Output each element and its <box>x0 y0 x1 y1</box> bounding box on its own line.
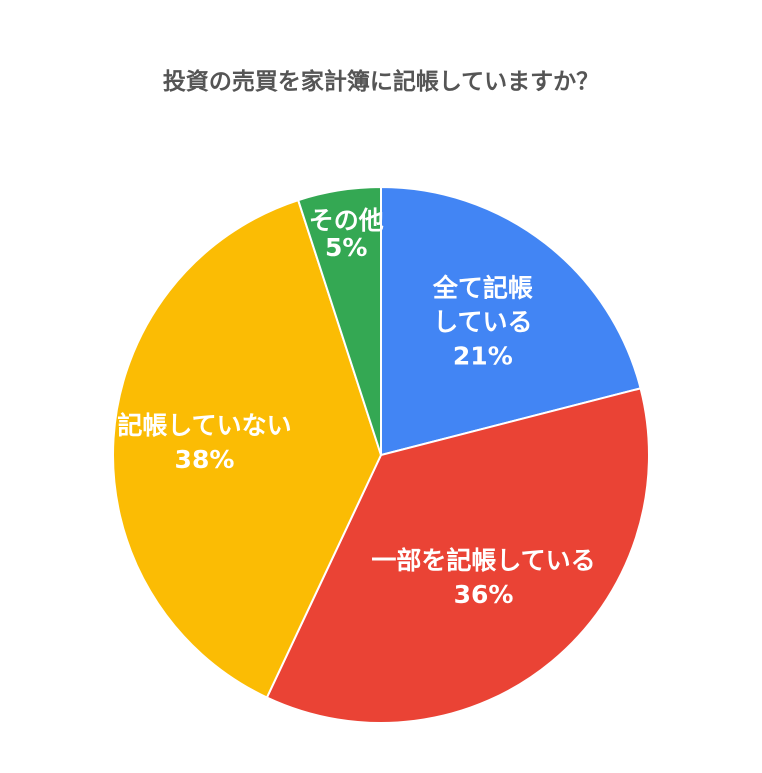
pie-slice-not-recorded <box>112 198 383 699</box>
slice-category-label: 全て記帳 <box>432 274 533 303</box>
slice-value-label: 21% <box>453 342 513 371</box>
slice-category-label: している <box>433 308 532 337</box>
pie-slice-partially-recorded <box>265 387 650 724</box>
slice-category-label: 一部を記帳している <box>371 546 595 575</box>
slice-value-label: 38% <box>175 445 235 474</box>
pie-slice-other <box>296 185 382 456</box>
slice-category-label: 記帳していない <box>117 411 291 440</box>
pie-slice-all-recorded <box>380 185 642 457</box>
slice-category-label: その他 <box>309 206 384 235</box>
slice-value-label: 5% <box>325 233 367 262</box>
slice-label-not-recorded: 記帳していない 38% <box>117 411 291 474</box>
slice-label-partially-recorded: 一部を記帳している 36% <box>371 546 595 609</box>
slice-value-label: 36% <box>454 580 514 609</box>
chart-title: 投資の売買を家計簿に記帳していますか？ <box>162 69 600 95</box>
